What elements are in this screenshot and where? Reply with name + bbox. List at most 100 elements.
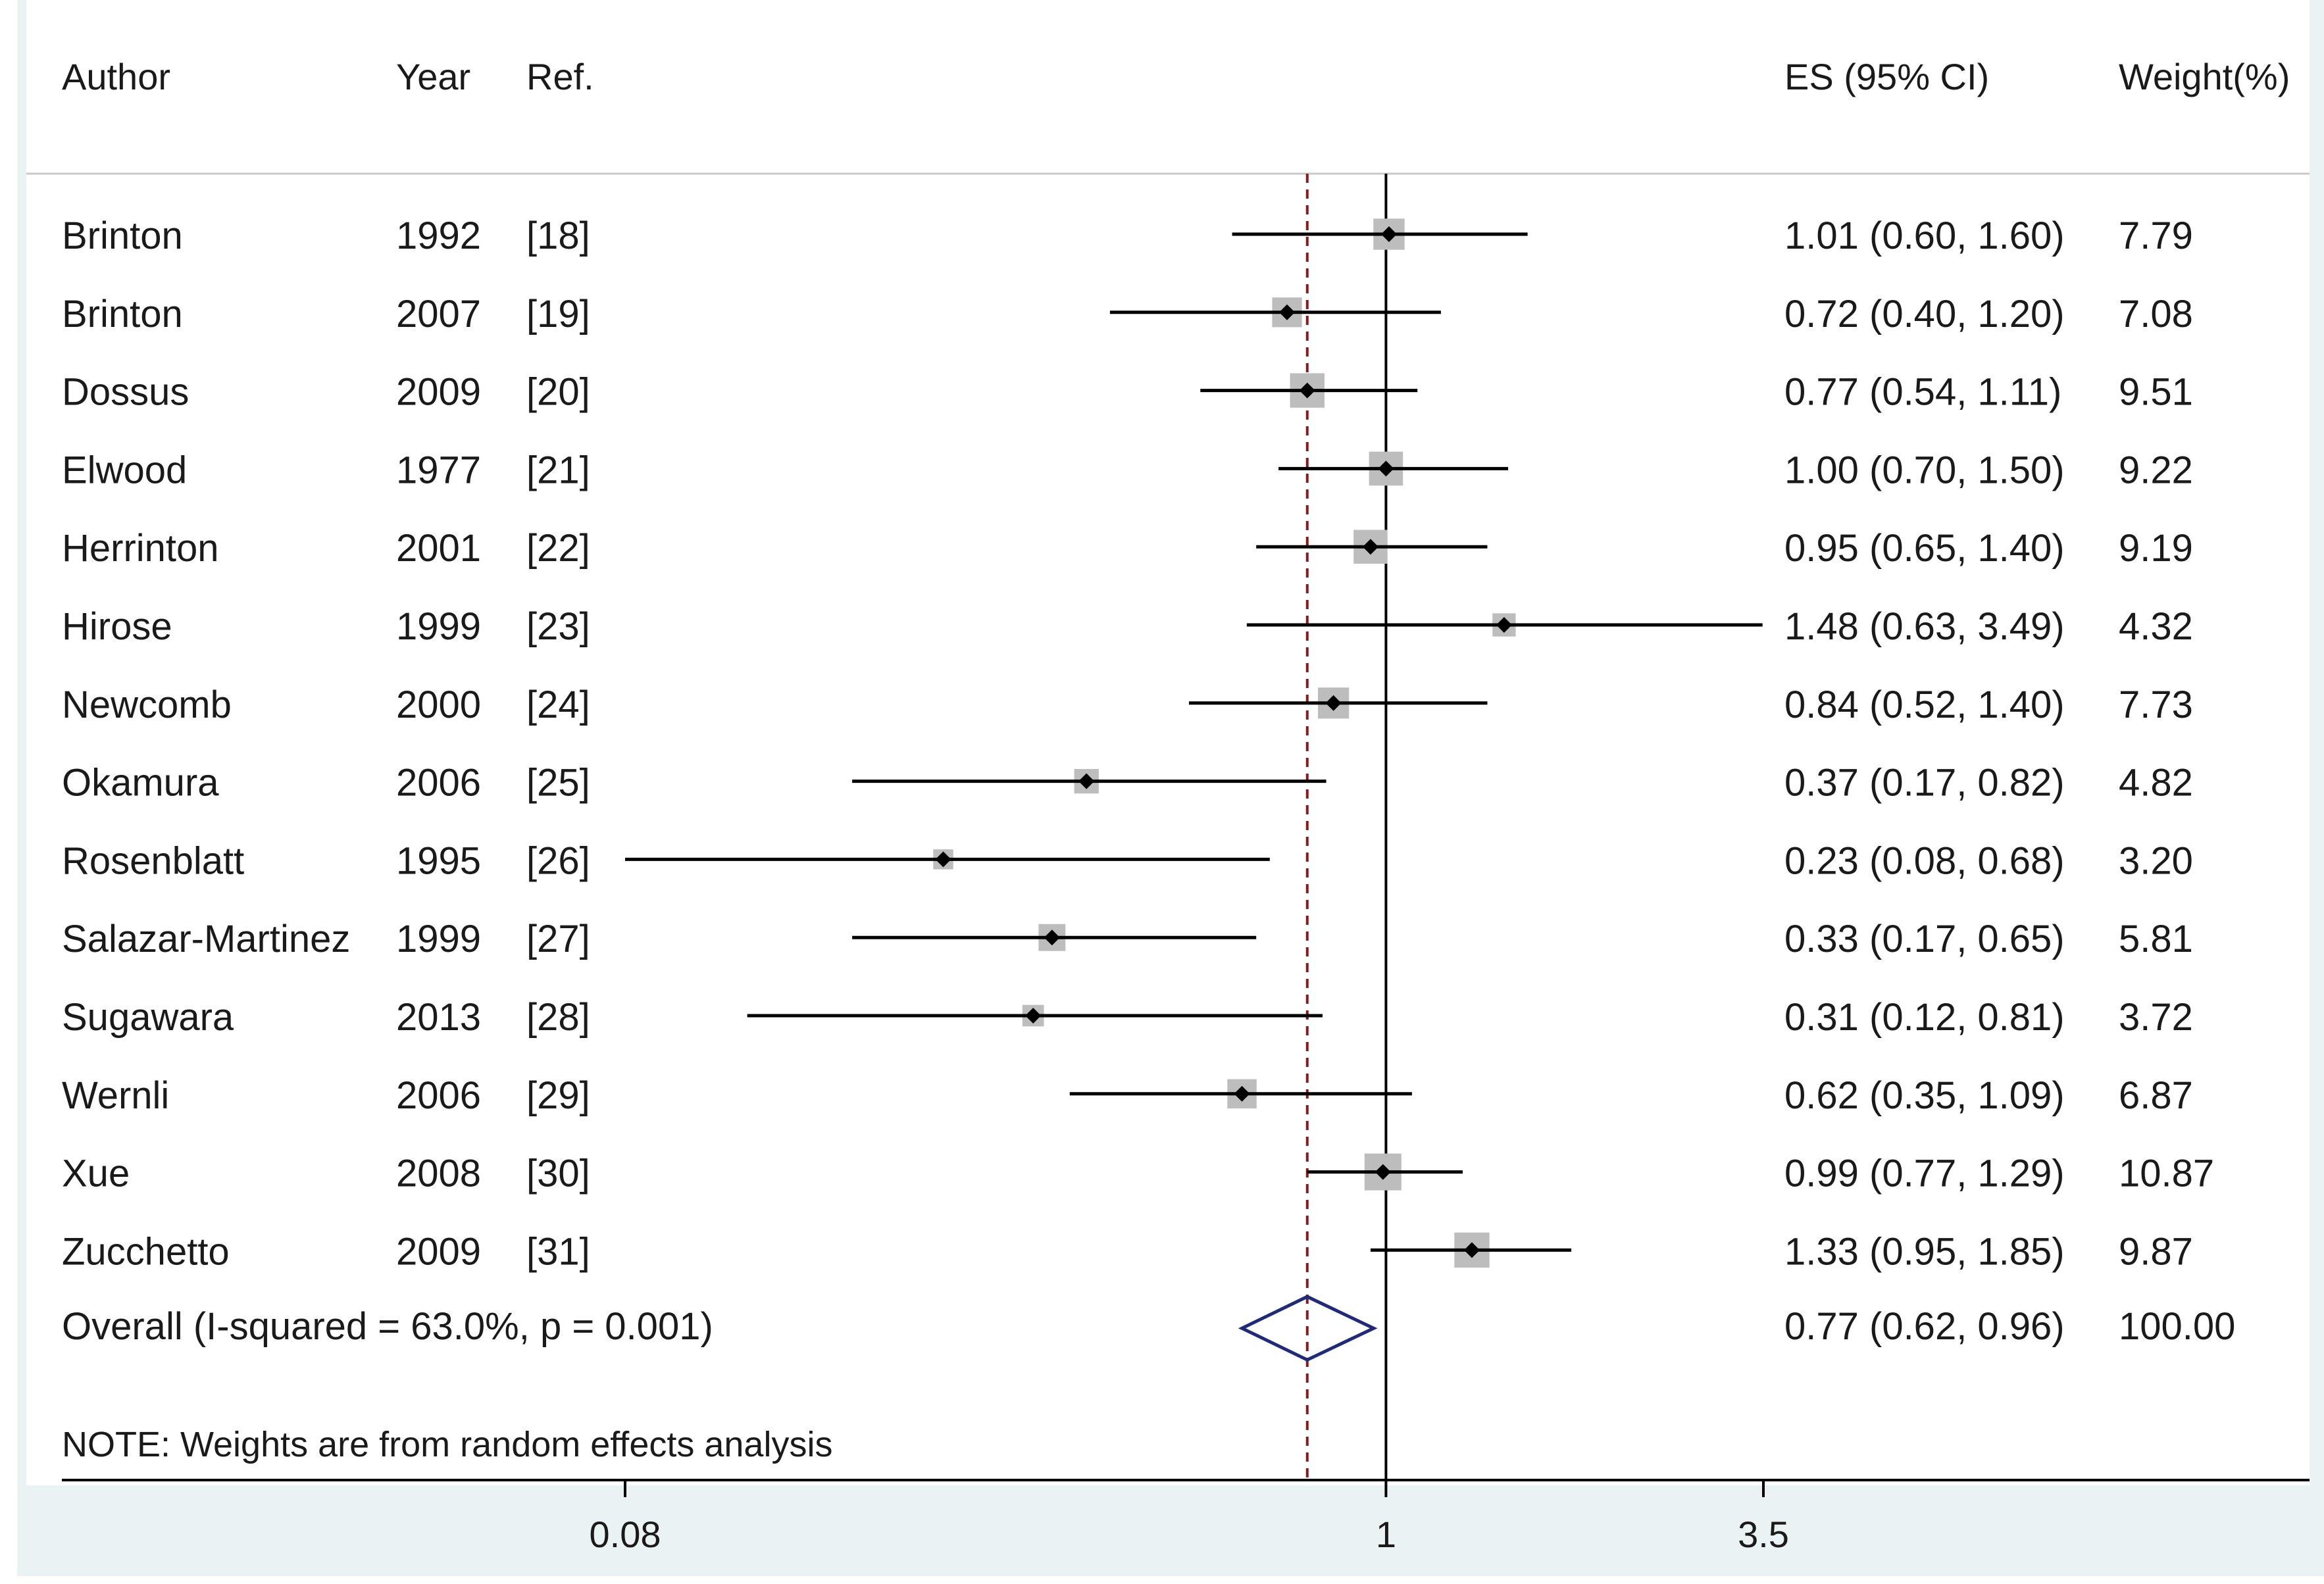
study-year: 2013 [396,996,481,1039]
study-author: Rosenblatt [62,839,244,882]
study-author: Okamura [62,762,219,804]
study-weight-text: 10.87 [2119,1152,2214,1195]
note-text: NOTE: Weights are from random effects an… [62,1425,832,1464]
study-ref: [23] [526,605,590,648]
point-estimate [1496,617,1512,633]
study-author: Hirose [62,605,172,648]
study-year: 2008 [396,1152,481,1195]
point-estimate [1299,382,1315,399]
point-estimate [1044,929,1060,946]
x-tick-label: 3.5 [1738,1514,1789,1555]
point-estimate [1325,695,1342,711]
header-author: Author [62,56,170,97]
study-year: 2006 [396,1074,481,1117]
overall-label: Overall (I-squared = 63.0%, p = 0.001) [62,1305,713,1348]
point-estimate [1362,539,1378,555]
study-ref: [29] [526,1074,590,1117]
study-year: 1977 [396,449,481,491]
study-ref: [21] [526,449,590,491]
study-ref: [26] [526,839,590,882]
study-year: 1999 [396,605,481,648]
study-es-text: 0.84 (0.52, 1.40) [1784,683,2065,726]
study-weight-text: 3.72 [2119,996,2193,1039]
study-weight-text: 9.22 [2119,449,2193,491]
study-weight-text: 9.19 [2119,527,2193,570]
point-estimate [1378,460,1394,477]
header-es: ES (95% CI) [1784,56,1989,97]
study-year: 1992 [396,214,481,257]
study-ref: [27] [526,918,590,960]
axis-band [17,1485,2324,1576]
study-ref: [22] [526,527,590,570]
study-ref: [25] [526,762,590,804]
study-author: Wernli [62,1074,169,1117]
study-es-text: 0.33 (0.17, 0.65) [1784,918,2065,960]
study-author: Herrinton [62,527,219,570]
study-es-text: 0.31 (0.12, 0.81) [1784,996,2065,1039]
point-estimate [935,851,951,868]
study-es-text: 1.33 (0.95, 1.85) [1784,1230,2065,1273]
study-ref: [28] [526,996,590,1039]
study-weight-text: 3.20 [2119,839,2193,882]
study-year: 2001 [396,527,481,570]
study-es-text: 1.48 (0.63, 3.49) [1784,605,2065,648]
study-ref: [24] [526,683,590,726]
study-year: 1995 [396,839,481,882]
study-es-text: 0.72 (0.40, 1.20) [1784,293,2065,335]
point-estimate [1234,1085,1250,1102]
study-ref: [20] [526,371,590,414]
study-author: Brinton [62,293,183,335]
study-author: Salazar-Martinez [62,918,350,960]
study-rows: Brinton 1992 [18] 1.01 (0.60, 1.60) 7.79 Brin… [62,214,2214,1273]
study-es-text: 0.95 (0.65, 1.40) [1784,527,2065,570]
study-es-text: 0.99 (0.77, 1.29) [1784,1152,2065,1195]
study-year: 1999 [396,918,481,960]
study-ref: [18] [526,214,590,257]
study-year: 2006 [396,762,481,804]
study-weight-text: 5.81 [2119,918,2193,960]
study-author: Elwood [62,449,187,491]
study-year: 2000 [396,683,481,726]
right-margin-band [2310,0,2324,1576]
study-year: 2009 [396,371,481,414]
study-es-text: 0.23 (0.08, 0.68) [1784,839,2065,882]
point-estimate [1078,773,1095,789]
study-es-text: 0.37 (0.17, 0.82) [1784,762,2065,804]
point-estimate [1279,304,1296,320]
study-es-text: 1.00 (0.70, 1.50) [1784,449,2065,491]
study-weight-text: 4.82 [2119,762,2193,804]
study-weight-text: 7.08 [2119,293,2193,335]
study-es-text: 1.01 (0.60, 1.60) [1784,214,2065,257]
study-author: Brinton [62,214,183,257]
study-author: Xue [62,1152,130,1195]
study-weight-text: 4.32 [2119,605,2193,648]
study-weight-text: 9.87 [2119,1230,2193,1273]
study-es-text: 0.77 (0.54, 1.11) [1784,371,2061,414]
study-ref: [31] [526,1230,590,1273]
study-author: Zucchetto [62,1230,230,1273]
overall-weight-text: 100.00 [2119,1305,2235,1348]
header-ref: Ref. [526,56,594,97]
overall-es-text: 0.77 (0.62, 0.96) [1784,1305,2065,1348]
study-author: Newcomb [62,683,232,726]
study-weight-text: 7.73 [2119,683,2193,726]
study-author: Dossus [62,371,189,414]
point-estimate [1375,1164,1391,1180]
x-tick-label: 0.08 [590,1514,661,1555]
header-year: Year [396,56,470,97]
x-axis-ticks: 0.08 1 3.5 [590,1480,1789,1555]
point-estimate [1463,1242,1480,1258]
study-marks [625,218,1763,1362]
study-es-text: 0.62 (0.35, 1.09) [1784,1074,2065,1117]
x-tick-label: 1 [1376,1514,1396,1555]
point-estimate [1380,226,1397,242]
study-year: 2009 [396,1230,481,1273]
study-weight-text: 9.51 [2119,371,2193,414]
point-estimate [1025,1008,1042,1024]
study-author: Sugawara [62,996,234,1039]
study-ref: [19] [526,293,590,335]
study-ref: [30] [526,1152,590,1195]
study-weight-text: 6.87 [2119,1074,2193,1117]
